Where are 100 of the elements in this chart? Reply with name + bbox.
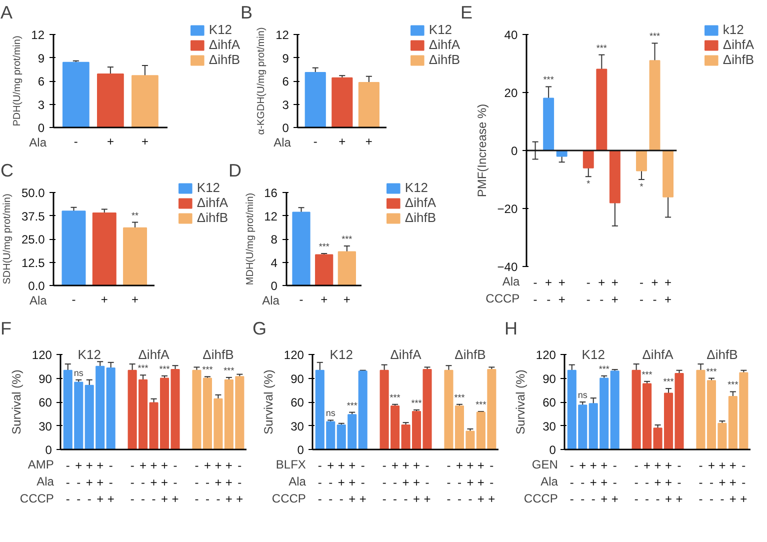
x-tick-label: + + + — [477, 458, 484, 506]
x-tick-label: + - - — [708, 458, 715, 506]
y-tick-label: −20 — [497, 202, 518, 216]
x-tick-label: - - - — [446, 458, 451, 506]
x-tick-label: - - + — [611, 458, 618, 506]
data-label: *** — [318, 242, 330, 252]
legend-label: ΔihfA — [428, 37, 460, 52]
y-axis-title: SDH(U/mg prot/min) — [2, 194, 14, 284]
x-tick-label: - - + — [740, 458, 748, 506]
data-label: *** — [390, 392, 401, 402]
y-tick-label: 30 — [542, 419, 556, 434]
chart-title: F — [0, 318, 12, 338]
legend-label: ΔihfB — [722, 52, 754, 67]
data-label: * — [586, 178, 591, 189]
x-tick-label: + + + — [348, 458, 356, 506]
y-tick-label: 120 — [284, 348, 304, 362]
text: Ala — [288, 474, 306, 488]
y-axis-title: PDH(U/mg prot/min) — [12, 36, 24, 126]
text: Ala — [502, 274, 520, 288]
data-label: *** — [346, 400, 358, 410]
x-tick-label: + - - — [140, 458, 147, 506]
x-tick-label: + - — [598, 276, 606, 306]
data-label: *** — [663, 376, 674, 387]
x-tick-label: - - - — [130, 458, 134, 506]
chart-title: H — [504, 318, 518, 338]
data-label: ns — [578, 390, 588, 400]
data-label: *** — [224, 365, 235, 376]
x-tick-label: - - + — [359, 458, 366, 506]
x-tick-label: - - - — [66, 458, 70, 506]
chart-title: D — [228, 160, 242, 180]
x-tick-label: - - — [639, 276, 644, 306]
x-tick-label: + + - — [150, 458, 158, 506]
data-label: *** — [728, 380, 739, 390]
x-tick-label: - - - — [698, 458, 703, 506]
legend-label: ΔihfB — [196, 210, 228, 225]
legend-label: ΔihfA — [722, 37, 754, 52]
y-tick-label: 37.5 — [21, 209, 46, 224]
chart-title: C — [0, 160, 14, 180]
text: Ala — [36, 474, 54, 488]
y-axis-title: PMF(Increase %) — [475, 104, 490, 198]
x-tick-label: - - — [533, 276, 538, 306]
x-tick-label: + + + — [225, 458, 232, 506]
y-axis-title: Survival (%) — [513, 370, 528, 434]
text: CCCP — [524, 492, 558, 506]
text: Ala — [274, 136, 292, 150]
y-tick-label: 60 — [542, 396, 556, 410]
bar — [609, 150, 620, 204]
data-label: * — [640, 182, 644, 192]
y-tick-label: 0 — [270, 279, 278, 293]
y-tick-label: 0 — [38, 121, 45, 135]
y-tick-label: 90 — [542, 372, 556, 386]
series-label: K12 — [78, 347, 101, 362]
y-tick-label: 9 — [282, 51, 290, 66]
y-tick-label: 60 — [290, 396, 304, 410]
data-label: ns — [326, 408, 336, 418]
x-tick-label: - - - — [318, 458, 322, 506]
y-tick-label: 30 — [38, 419, 52, 434]
data-label: *** — [159, 364, 170, 374]
legend-label: ΔihfB — [404, 210, 436, 225]
y-tick-label: 120 — [536, 348, 556, 362]
y-tick-label: 12 — [264, 209, 278, 224]
bar — [106, 367, 116, 450]
y-tick-label: 8 — [270, 232, 278, 246]
data-label: ns — [74, 368, 84, 378]
legend-label: K12 — [196, 180, 220, 195]
series-label: ΔihfB — [454, 347, 486, 362]
y-tick-label: 9 — [38, 51, 45, 66]
chart-title: G — [252, 318, 267, 338]
data-label: *** — [598, 364, 610, 374]
data-label: *** — [342, 234, 353, 244]
y-tick-label: 0 — [282, 121, 290, 135]
y-tick-label: 12.5 — [21, 256, 46, 270]
y-tick-label: 6 — [38, 74, 45, 88]
x-tick-label: + + — [558, 276, 566, 306]
x-tick-label: + — [141, 134, 148, 148]
x-tick-label: - - + — [488, 458, 496, 506]
bar — [358, 370, 368, 450]
text: BLFX — [276, 458, 306, 472]
y-tick-label: 30 — [290, 419, 304, 434]
x-tick-label: + + — [664, 276, 672, 306]
x-tick-label: + + - — [402, 458, 410, 506]
x-tick-label: + - - — [392, 458, 399, 506]
series-label: ΔihfA — [138, 347, 170, 362]
x-tick-label: - - - — [570, 458, 574, 506]
x-tick-label: - - + — [172, 458, 179, 506]
data-label: *** — [543, 74, 554, 85]
x-tick-label: + - - — [579, 458, 586, 506]
x-tick-label: + + - — [718, 458, 726, 506]
x-tick-label: + - - — [644, 458, 651, 506]
x-tick-label: - — [299, 292, 304, 306]
legend-label: K12 — [208, 22, 232, 37]
legend-label: ΔihfA — [404, 195, 436, 210]
bar — [649, 60, 660, 151]
y-tick-label: 120 — [32, 348, 52, 362]
text: AMP — [28, 458, 54, 472]
y-tick-label: 0 — [510, 144, 518, 158]
text: CCCP — [20, 492, 54, 506]
y-tick-label: −40 — [497, 260, 518, 274]
x-tick-label: + - - — [204, 458, 211, 506]
y-tick-label: 0 — [549, 443, 556, 457]
